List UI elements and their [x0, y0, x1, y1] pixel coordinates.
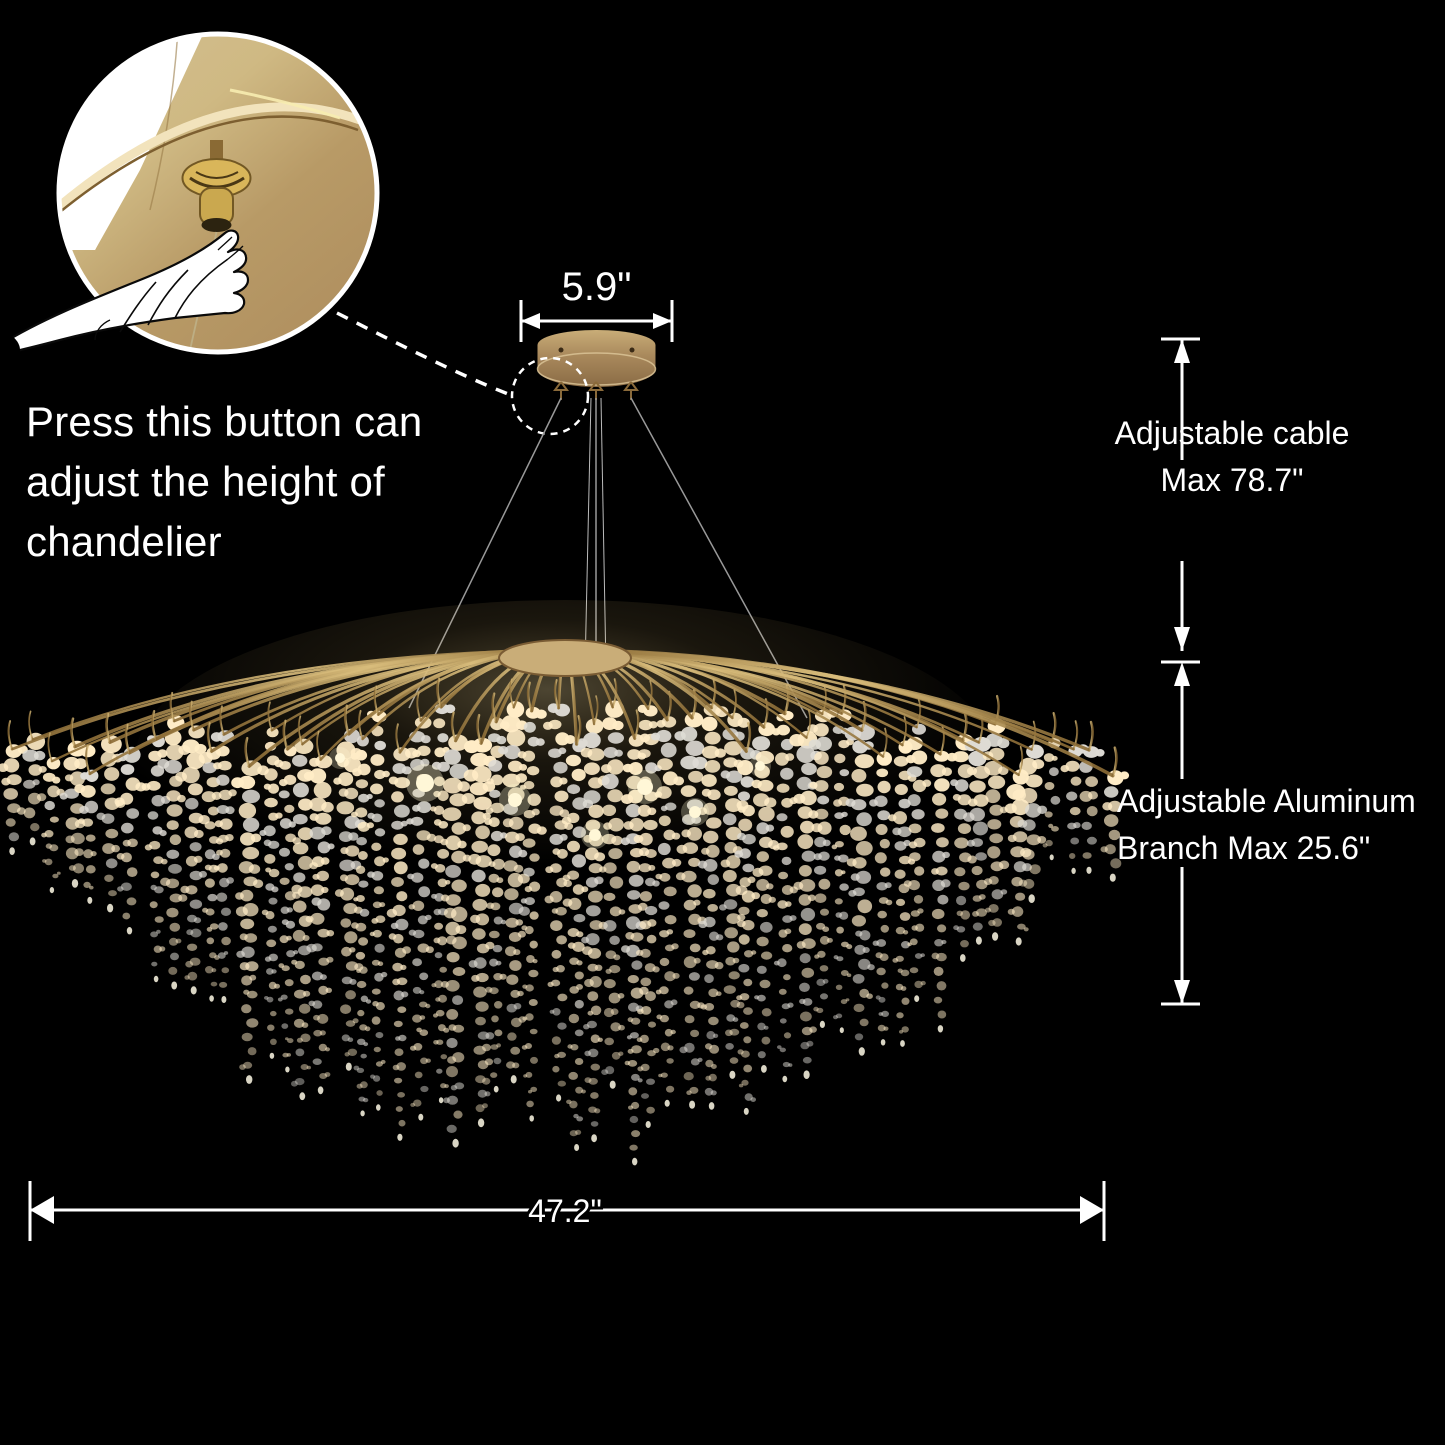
svg-text:47.2": 47.2" [528, 1193, 602, 1229]
